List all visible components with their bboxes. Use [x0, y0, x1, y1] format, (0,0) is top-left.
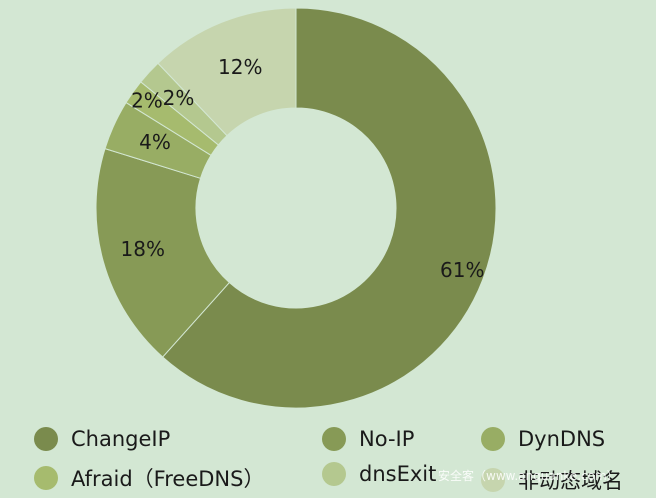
legend-item-dyndns: DynDNS: [481, 421, 605, 457]
legend-label-dnsexit: dnsExit: [359, 462, 437, 486]
legend-label-no-ip: No-IP: [359, 427, 415, 451]
donut-slices: [95, 7, 497, 409]
legend-item-non-dynamic: 非动态域名: [481, 462, 623, 498]
slice-label-4: 2%: [163, 86, 195, 110]
slice-labels: 61% 18% 4% 2% 2% 12%: [121, 55, 485, 282]
slice-label-0: 61%: [440, 258, 484, 282]
legend-swatch-dyndns: [481, 427, 505, 451]
legend-swatch-changeip: [34, 427, 58, 451]
legend-label-dyndns: DynDNS: [518, 427, 606, 451]
slice-1: [95, 147, 231, 358]
slice-label-3: 2%: [131, 88, 163, 112]
legend-label-afraid: Afraid（FreeDNS）: [71, 467, 265, 491]
legend-item-afraid: Afraid（FreeDNS）: [34, 460, 264, 496]
slice-label-5: 12%: [218, 55, 262, 79]
legend-item-changeip: ChangeIP: [34, 421, 170, 457]
watermark-text: 安全客（www.anquanke.com）: [438, 469, 619, 483]
legend-swatch-afraid: [34, 466, 58, 490]
legend-label-non-dynamic: 非动态域名: [518, 469, 623, 493]
slice-label-1: 18%: [121, 237, 165, 261]
legend-item-no-ip: No-IP: [322, 421, 414, 457]
slice-0: [161, 7, 497, 409]
legend: ChangeIP No-IP DynDNS Afraid（FreeDNS） dn…: [0, 420, 656, 494]
legend-item-dnsexit: dnsExit: [322, 456, 436, 492]
legend-label-changeip: ChangeIP: [71, 427, 171, 451]
slice-label-2: 4%: [139, 130, 171, 154]
slice-5: [157, 7, 297, 137]
legend-swatch-no-ip: [322, 427, 346, 451]
legend-swatch-non-dynamic: [481, 468, 505, 492]
legend-swatch-dnsexit: [322, 462, 346, 486]
